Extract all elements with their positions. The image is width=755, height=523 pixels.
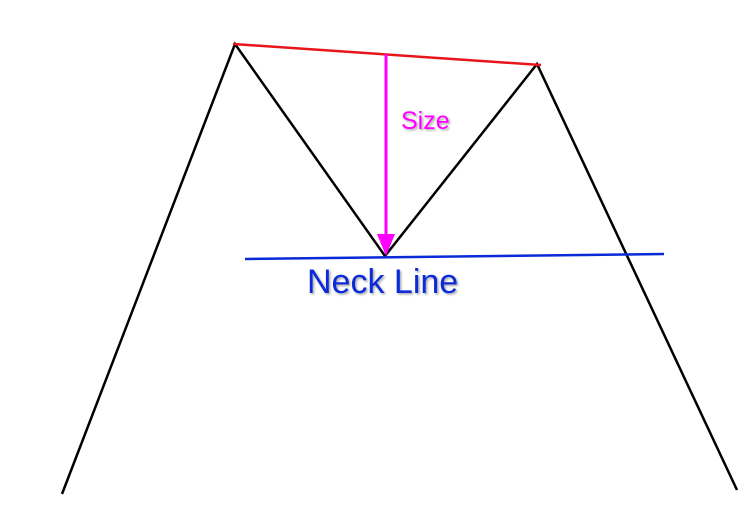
neckline-label: Neck Line xyxy=(307,263,458,301)
price-pattern-line xyxy=(60,41,739,495)
size-arrow xyxy=(377,54,395,256)
size-arrow-head xyxy=(377,234,395,256)
size-label: Size xyxy=(401,107,450,135)
neckline xyxy=(244,252,665,261)
